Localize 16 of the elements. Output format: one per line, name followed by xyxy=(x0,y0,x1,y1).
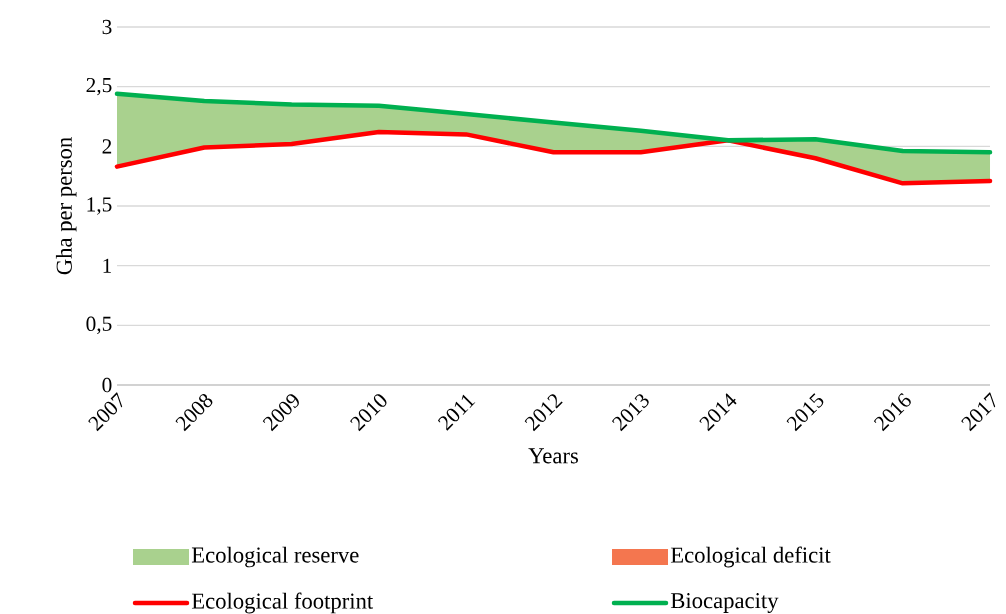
y-tick-label: 2 xyxy=(102,139,112,154)
y-tick-label: 0,5 xyxy=(86,316,112,335)
y-tick-label: 0 xyxy=(102,377,112,393)
legend-label: Ecological deficit xyxy=(670,546,831,568)
y-tick-label: 3 xyxy=(102,19,112,35)
x-tick-label: 2011 xyxy=(437,394,476,431)
legend-label: Biocapacity xyxy=(670,593,779,613)
line-series xyxy=(114,129,993,186)
legend-label: Ecological reserve xyxy=(191,546,359,568)
legend-label: Ecological footprint xyxy=(191,592,374,614)
x-axis-title: Years xyxy=(528,448,578,464)
y-tick-label: 1 xyxy=(103,258,112,273)
y-tick-label: 1,5 xyxy=(87,197,112,215)
y-axis-title: Gha per person xyxy=(55,137,77,275)
line-series xyxy=(114,91,993,155)
y-tick-label: 2,5 xyxy=(86,77,112,96)
